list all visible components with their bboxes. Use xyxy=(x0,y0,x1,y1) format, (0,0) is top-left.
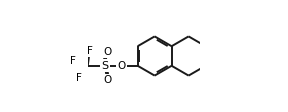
Text: F: F xyxy=(70,56,75,66)
Text: O: O xyxy=(117,61,125,71)
Text: F: F xyxy=(75,73,82,83)
Text: S: S xyxy=(101,61,109,71)
Text: F: F xyxy=(87,46,92,56)
Text: O: O xyxy=(103,75,111,85)
Text: O: O xyxy=(103,47,111,57)
